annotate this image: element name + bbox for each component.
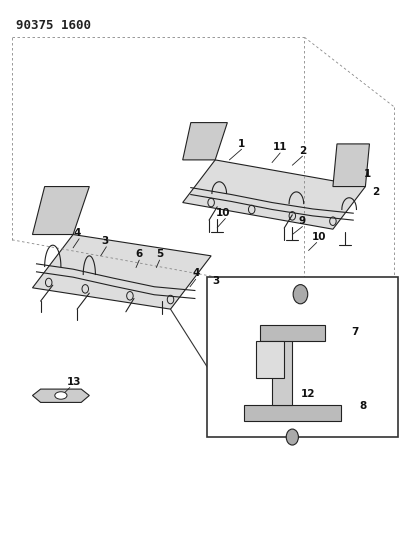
Text: 7: 7 — [351, 327, 358, 337]
Text: 8: 8 — [359, 401, 366, 411]
Text: 3: 3 — [101, 236, 108, 246]
Text: 2: 2 — [371, 187, 378, 197]
Polygon shape — [243, 405, 340, 421]
Text: 6: 6 — [135, 249, 143, 259]
Text: 2: 2 — [298, 146, 305, 156]
Polygon shape — [271, 330, 292, 405]
Polygon shape — [32, 187, 89, 235]
Text: 11: 11 — [272, 142, 287, 152]
Text: 10: 10 — [215, 208, 230, 218]
Bar — [207, 277, 397, 437]
Text: 4: 4 — [73, 228, 81, 238]
Text: 90375 1600: 90375 1600 — [16, 19, 91, 31]
Ellipse shape — [55, 392, 67, 399]
Text: 3: 3 — [212, 276, 219, 286]
Text: 1: 1 — [363, 169, 370, 179]
Polygon shape — [182, 123, 227, 160]
Circle shape — [292, 285, 307, 304]
Text: 5: 5 — [156, 249, 163, 259]
Text: 4: 4 — [192, 268, 199, 278]
Text: 9: 9 — [298, 216, 305, 226]
Polygon shape — [255, 341, 284, 378]
Text: 1: 1 — [237, 139, 245, 149]
Polygon shape — [32, 389, 89, 402]
Text: 13: 13 — [67, 377, 81, 387]
Polygon shape — [332, 144, 369, 187]
Circle shape — [286, 429, 298, 445]
Text: 12: 12 — [301, 389, 315, 399]
Polygon shape — [32, 235, 211, 309]
Polygon shape — [259, 325, 324, 341]
Text: 10: 10 — [311, 232, 325, 242]
Polygon shape — [182, 160, 364, 229]
